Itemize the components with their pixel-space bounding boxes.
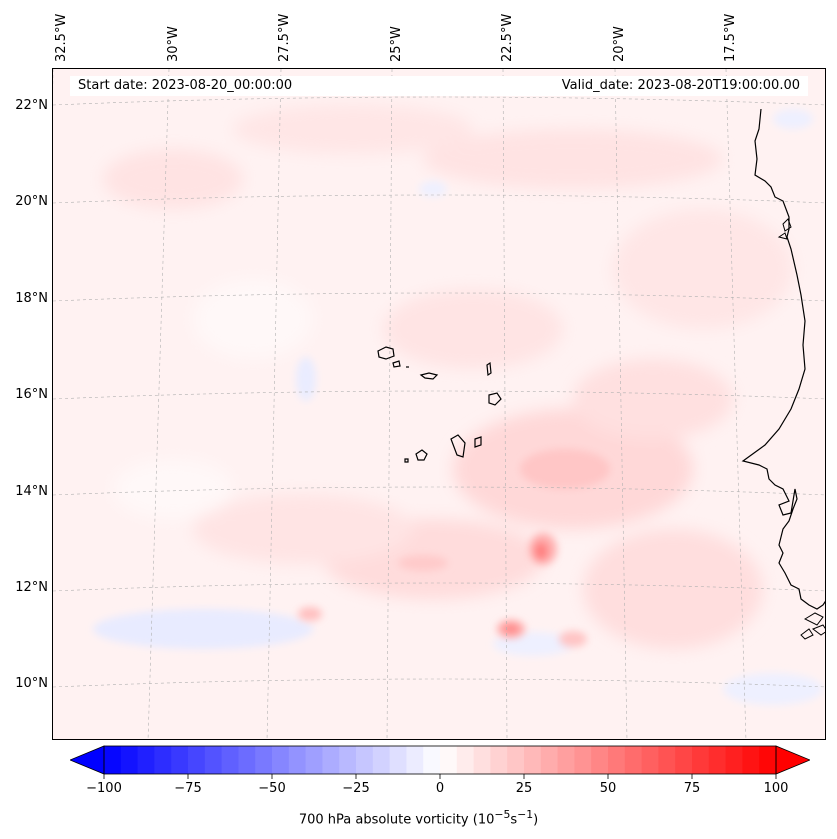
colorbar-extend-min bbox=[70, 745, 105, 775]
colorbar-cell bbox=[759, 746, 777, 774]
lon-label-27-5w: 27.5°W bbox=[277, 13, 292, 62]
valid-date-label: Valid_date: 2023-08-20T19:00:00.00 bbox=[561, 78, 800, 93]
colorbar-cell bbox=[524, 746, 542, 774]
colorbar-cell bbox=[440, 746, 458, 774]
bijagos-islands bbox=[800, 612, 825, 640]
lat-label-16n: 16°N bbox=[15, 387, 48, 402]
island-maio bbox=[474, 436, 482, 448]
colorbar-cell bbox=[641, 746, 659, 774]
coastline-dakar bbox=[777, 218, 792, 240]
colorbar bbox=[70, 745, 810, 779]
gridlines bbox=[53, 69, 825, 739]
colorbar-cell bbox=[507, 746, 525, 774]
island-boa-vista bbox=[488, 392, 502, 406]
colorbar-tick-label-5: 25 bbox=[515, 781, 533, 796]
colorbar-cell bbox=[339, 746, 357, 774]
colorbar-cell bbox=[423, 746, 441, 774]
lon-label-22-5w: 22.5°W bbox=[500, 13, 515, 62]
colorbar-cell bbox=[658, 746, 676, 774]
colorbar-cell bbox=[137, 746, 155, 774]
lon-label-17-5w: 17.5°W bbox=[723, 13, 738, 62]
colorbar-cell bbox=[708, 746, 727, 774]
lat-label-22n: 22°N bbox=[15, 98, 48, 113]
colorbar-tick-label-4: 0 bbox=[435, 781, 445, 796]
lon-label-30w: 30°W bbox=[166, 26, 181, 62]
positive-vorticity-centers bbox=[298, 449, 610, 647]
colorbar-cell bbox=[372, 746, 391, 774]
colorbar-tick-label-1: −75 bbox=[174, 781, 202, 796]
colorbar-cell bbox=[255, 746, 273, 774]
colorbar-cell bbox=[608, 746, 626, 774]
negative-vorticity-patches bbox=[93, 109, 823, 705]
colorbar-cells bbox=[104, 746, 777, 774]
colorbar-cell bbox=[104, 746, 122, 774]
colorbar-cell bbox=[742, 746, 760, 774]
colorbar-cell bbox=[154, 746, 172, 774]
lat-label-14n: 14°N bbox=[15, 484, 48, 499]
lat-label-18n: 18°N bbox=[15, 291, 48, 306]
island-fogo bbox=[415, 449, 428, 461]
island-sao-nicolau bbox=[419, 372, 439, 380]
lon-label-20w: 20°W bbox=[612, 26, 627, 62]
colorbar-cell bbox=[574, 746, 592, 774]
colorbar-cell bbox=[406, 746, 424, 774]
start-date-label: Start date: 2023-08-20_00:00:00 bbox=[78, 78, 293, 93]
date-info-bar: Start date: 2023-08-20_00:00:00 Valid_da… bbox=[70, 76, 808, 96]
map-panel bbox=[52, 68, 826, 740]
colorbar-cell bbox=[322, 746, 340, 774]
island-sao-vicente bbox=[392, 360, 401, 368]
colorbar-cell bbox=[356, 746, 374, 774]
colorbar-tick-label-6: 50 bbox=[599, 781, 617, 796]
colorbar-cell bbox=[288, 746, 307, 774]
lon-label-25w: 25°W bbox=[389, 26, 404, 62]
lon-label-32-5w: 32.5°W bbox=[54, 13, 69, 62]
colorbar-cell bbox=[272, 746, 290, 774]
cape-verde-islands bbox=[377, 346, 502, 463]
colorbar-tick-label-8: 100 bbox=[763, 781, 789, 796]
colorbar-ticks bbox=[103, 774, 777, 779]
colorbar-extend-max bbox=[775, 745, 810, 775]
lat-label-10n: 10°N bbox=[15, 676, 48, 691]
colorbar-cell bbox=[725, 746, 743, 774]
colorbar-cell bbox=[188, 746, 206, 774]
colorbar-cell bbox=[591, 746, 609, 774]
colorbar-label: 700 hPa absolute vorticity (10−5s−1) bbox=[298, 808, 539, 828]
colorbar-cell bbox=[490, 746, 508, 774]
island-santiago bbox=[450, 434, 466, 458]
colorbar-tick-label-0: −100 bbox=[86, 781, 122, 796]
colorbar-cell bbox=[473, 746, 491, 774]
colorbar-cell bbox=[557, 746, 575, 774]
field-patches bbox=[103, 104, 793, 649]
colorbar-cell bbox=[204, 746, 223, 774]
island-santo-antao bbox=[377, 346, 395, 360]
lat-label-20n: 20°N bbox=[15, 194, 48, 209]
colorbar-tick-label-2: −50 bbox=[258, 781, 286, 796]
colorbar-cell bbox=[305, 746, 323, 774]
island-brava bbox=[404, 458, 409, 463]
colorbar-tick-label-7: 75 bbox=[683, 781, 701, 796]
colorbar-cell bbox=[540, 746, 559, 774]
colorbar-cell bbox=[456, 746, 475, 774]
colorbar-cell bbox=[238, 746, 256, 774]
colorbar-cell bbox=[171, 746, 189, 774]
colorbar-cell bbox=[389, 746, 407, 774]
lat-label-12n: 12°N bbox=[15, 580, 48, 595]
colorbar-tick-label-3: −25 bbox=[342, 781, 370, 796]
colorbar-cell bbox=[120, 746, 139, 774]
colorbar-cell bbox=[675, 746, 693, 774]
coastline-west-africa bbox=[741, 108, 825, 610]
colorbar-cell bbox=[221, 746, 239, 774]
island-sal bbox=[486, 361, 492, 377]
colorbar-cell bbox=[624, 746, 643, 774]
colorbar-cell bbox=[692, 746, 710, 774]
vorticity-field bbox=[53, 69, 825, 739]
